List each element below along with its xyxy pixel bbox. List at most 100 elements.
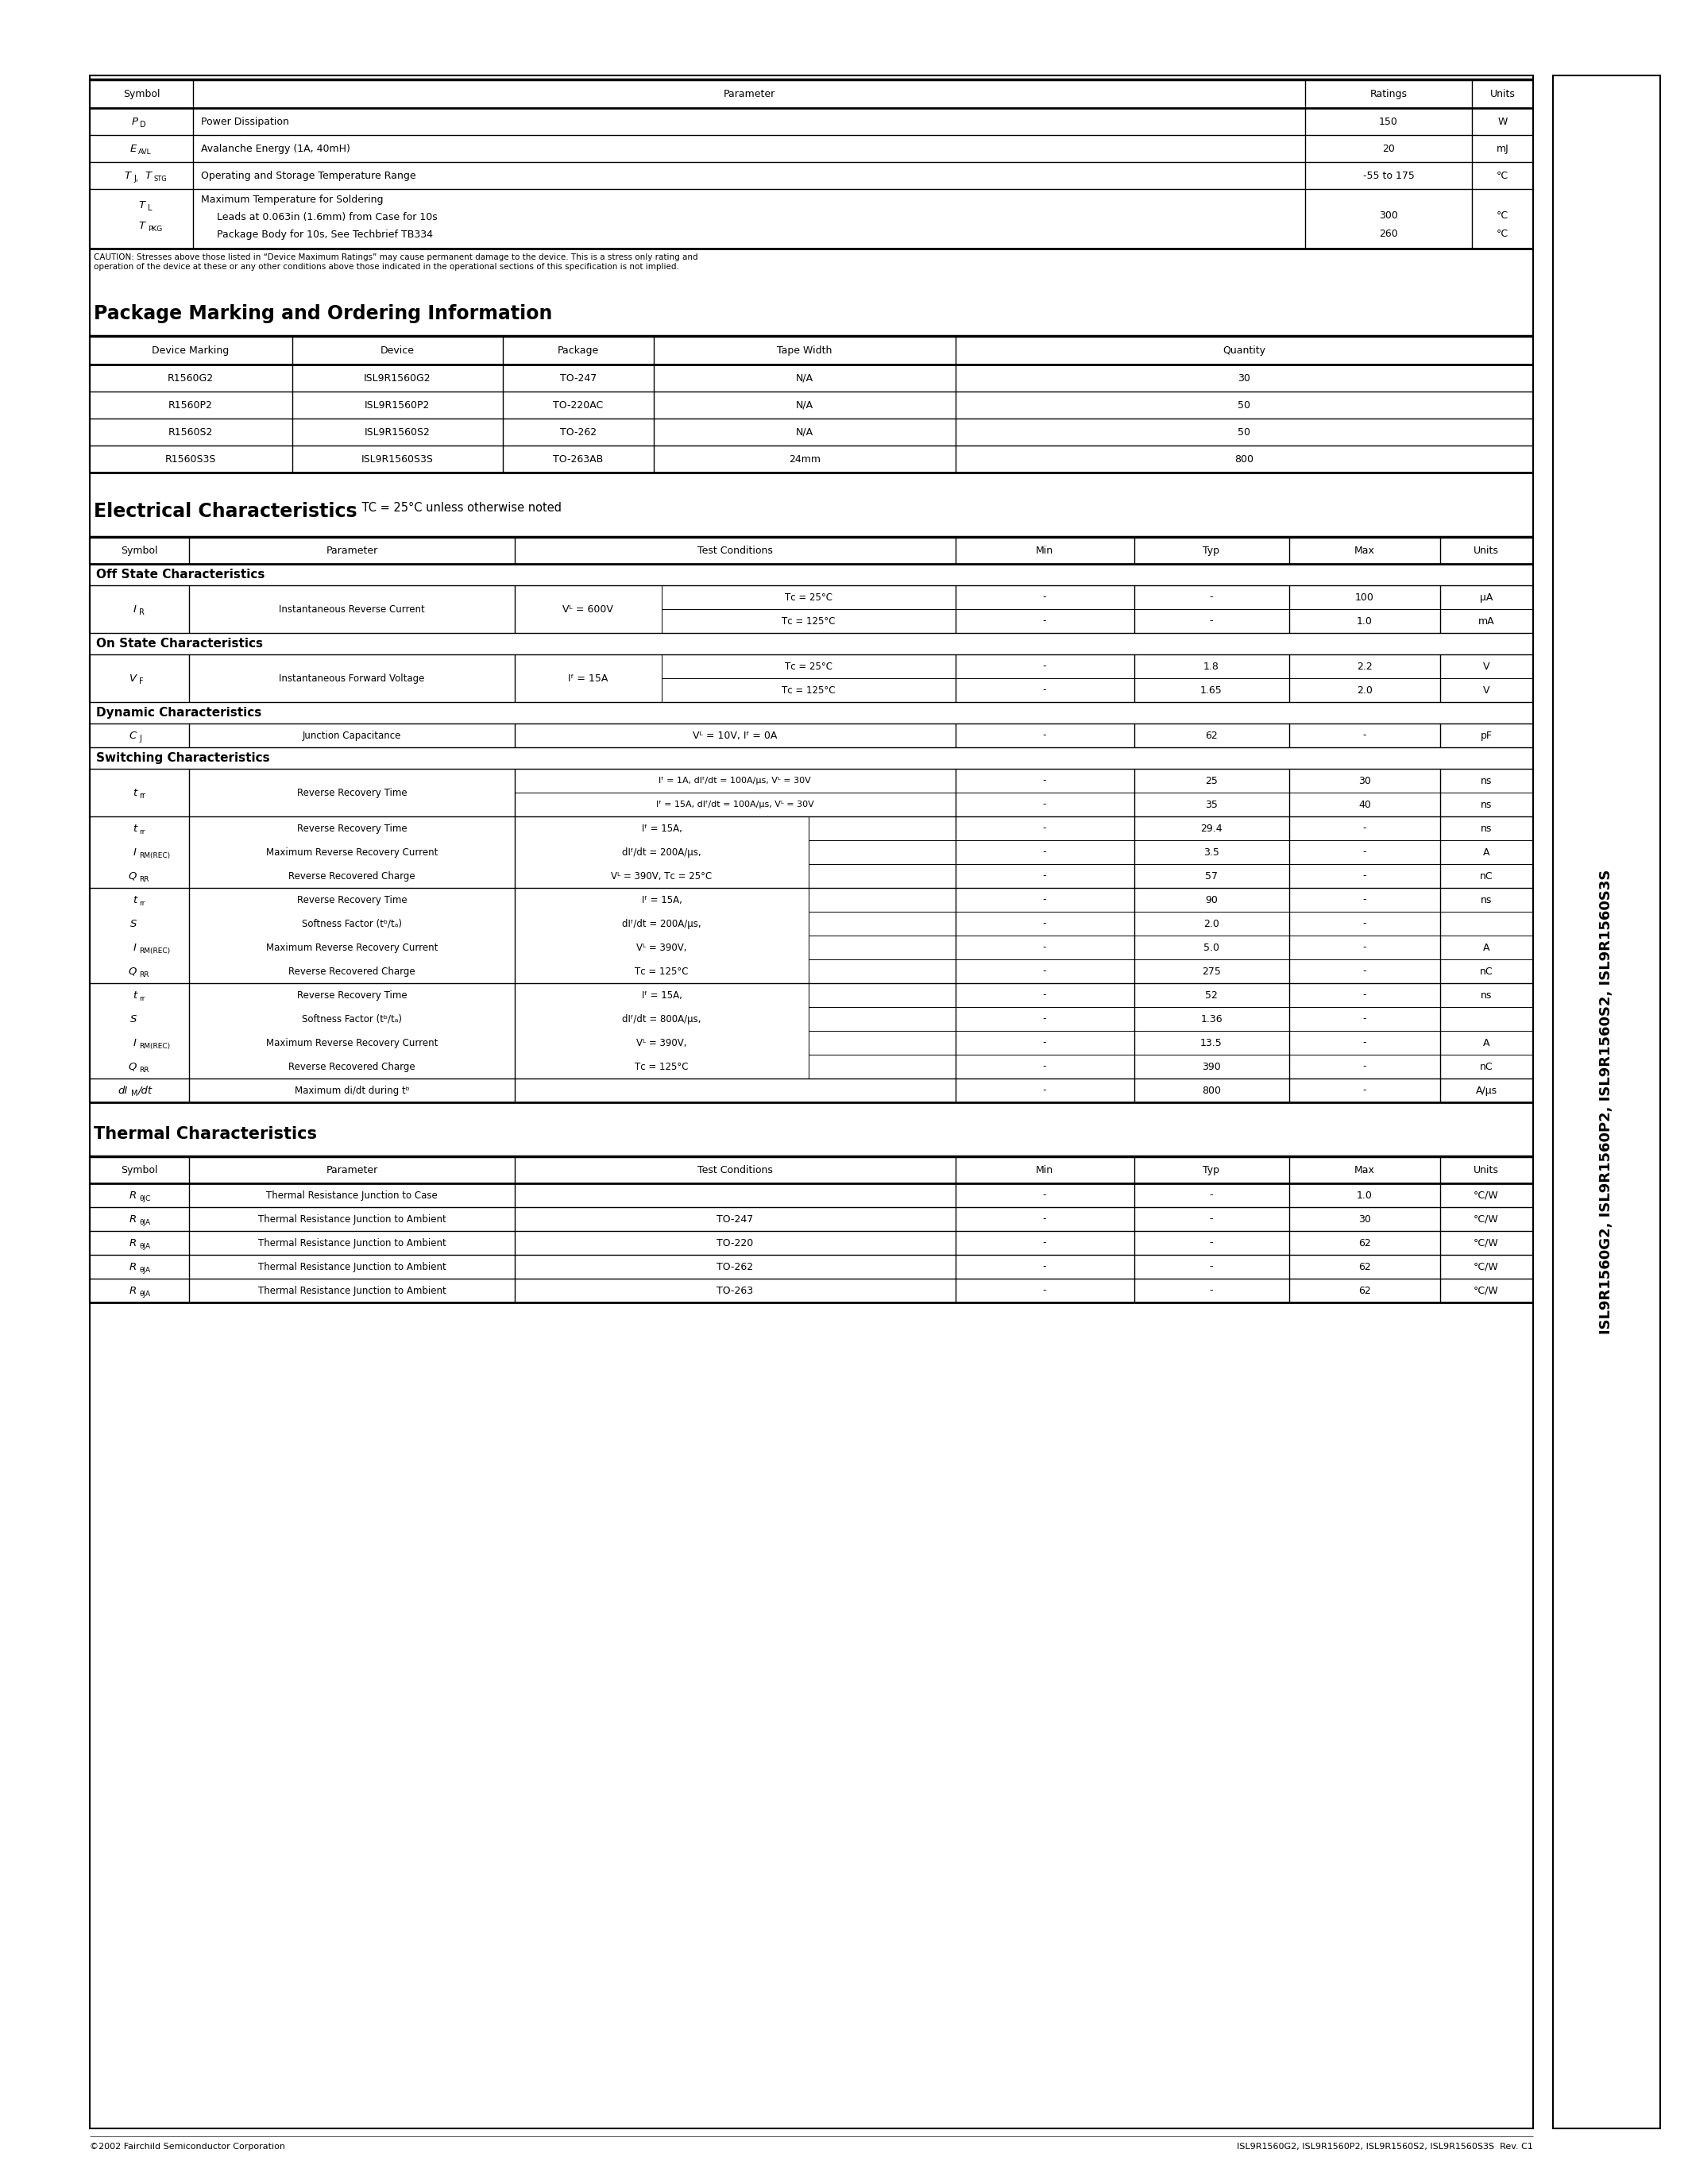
Text: 1.0: 1.0 <box>1357 616 1372 627</box>
Text: Min: Min <box>1036 546 1053 555</box>
Text: Vᴸ = 390V, Tᴄ = 25°C: Vᴸ = 390V, Tᴄ = 25°C <box>611 871 712 880</box>
Text: 30: 30 <box>1237 373 1251 382</box>
Text: F: F <box>138 677 143 686</box>
Text: TO-262: TO-262 <box>716 1262 753 1271</box>
Text: -: - <box>1362 1037 1367 1048</box>
Text: -: - <box>1362 895 1367 904</box>
Text: Tᴄ = 125°C: Tᴄ = 125°C <box>782 616 836 627</box>
Text: 62: 62 <box>1205 729 1217 740</box>
Text: Softness Factor (tᵇ/tₐ): Softness Factor (tᵇ/tₐ) <box>302 1013 402 1024</box>
Text: Iᶠ = 15A: Iᶠ = 15A <box>567 673 608 684</box>
Text: Reverse Recovery Time: Reverse Recovery Time <box>297 989 407 1000</box>
Text: R: R <box>130 1262 137 1271</box>
Text: -: - <box>1043 895 1047 904</box>
Text: N/A: N/A <box>797 400 814 411</box>
Text: Symbol: Symbol <box>123 90 160 98</box>
Text: P: P <box>132 116 138 127</box>
Text: M: M <box>132 1090 138 1099</box>
Text: Reverse Recovery Time: Reverse Recovery Time <box>297 823 407 834</box>
Text: 40: 40 <box>1359 799 1371 810</box>
Text: Typ: Typ <box>1204 1164 1220 1175</box>
Text: -: - <box>1362 919 1367 928</box>
Text: 275: 275 <box>1202 965 1220 976</box>
Text: Q: Q <box>128 871 137 880</box>
Text: -: - <box>1362 965 1367 976</box>
Text: Parameter: Parameter <box>326 1164 378 1175</box>
Text: Junction Capacitance: Junction Capacitance <box>302 729 402 740</box>
Text: R: R <box>130 1190 137 1201</box>
Text: R: R <box>130 1286 137 1295</box>
Text: -: - <box>1362 847 1367 858</box>
Text: 2.2: 2.2 <box>1357 662 1372 670</box>
Text: 1.36: 1.36 <box>1200 1013 1222 1024</box>
Text: pF: pF <box>1480 729 1492 740</box>
Text: Typ: Typ <box>1204 546 1220 555</box>
Text: 800: 800 <box>1202 1085 1220 1096</box>
Text: -: - <box>1043 1238 1047 1247</box>
Text: ns: ns <box>1480 775 1492 786</box>
Text: N/A: N/A <box>797 426 814 437</box>
Text: RM(REC): RM(REC) <box>138 1042 170 1051</box>
Text: 5.0: 5.0 <box>1204 941 1219 952</box>
Text: Tᴄ = 125°C: Tᴄ = 125°C <box>635 965 689 976</box>
Text: Instantaneous Forward Voltage: Instantaneous Forward Voltage <box>279 673 425 684</box>
Text: Avalanche Energy (1A, 40mH): Avalanche Energy (1A, 40mH) <box>201 144 349 153</box>
Text: 100: 100 <box>1355 592 1374 603</box>
Text: 1.8: 1.8 <box>1204 662 1219 670</box>
Text: ISL9R1560S2: ISL9R1560S2 <box>365 426 430 437</box>
Text: Tᴄ = 125°C: Tᴄ = 125°C <box>635 1061 689 1072</box>
Text: ISL9R1560G2, ISL9R1560P2, ISL9R1560S2, ISL9R1560S3S  Rev. C1: ISL9R1560G2, ISL9R1560P2, ISL9R1560S2, I… <box>1237 2143 1533 2151</box>
Text: D: D <box>140 120 145 129</box>
Text: 29.4: 29.4 <box>1200 823 1222 834</box>
Text: TO-263: TO-263 <box>716 1286 753 1295</box>
Text: Switching Characteristics: Switching Characteristics <box>96 751 270 764</box>
Text: V: V <box>130 673 137 684</box>
Text: rr: rr <box>138 900 145 906</box>
Text: 50: 50 <box>1237 400 1251 411</box>
Text: μA: μA <box>1480 592 1492 603</box>
Text: nC: nC <box>1480 1061 1492 1072</box>
Text: -: - <box>1210 1286 1214 1295</box>
Text: Vᴸ = 390V,: Vᴸ = 390V, <box>636 1037 687 1048</box>
Text: RM(REC): RM(REC) <box>138 948 170 954</box>
Text: -: - <box>1043 919 1047 928</box>
Text: A/μs: A/μs <box>1475 1085 1497 1096</box>
Text: -: - <box>1043 1013 1047 1024</box>
Text: CAUTION: Stresses above those listed in “Device Maximum Ratings” may cause perma: CAUTION: Stresses above those listed in … <box>95 253 697 271</box>
Text: Q: Q <box>128 1061 137 1072</box>
Text: T: T <box>123 170 130 181</box>
Text: -: - <box>1362 989 1367 1000</box>
Text: PKG: PKG <box>149 225 162 234</box>
Text: 800: 800 <box>1234 454 1254 465</box>
Text: ISL9R1560S3S: ISL9R1560S3S <box>361 454 434 465</box>
Text: TO-220: TO-220 <box>716 1238 753 1247</box>
Text: Min: Min <box>1036 1164 1053 1175</box>
Text: °C: °C <box>1497 170 1509 181</box>
Text: °C/W: °C/W <box>1474 1238 1499 1247</box>
Text: Reverse Recovered Charge: Reverse Recovered Charge <box>289 965 415 976</box>
Text: mA: mA <box>1479 616 1494 627</box>
Text: Reverse Recovered Charge: Reverse Recovered Charge <box>289 871 415 880</box>
Text: RR: RR <box>138 876 149 882</box>
Text: TO-247: TO-247 <box>560 373 596 382</box>
Text: 150: 150 <box>1379 116 1398 127</box>
Text: ISL9R1560P2: ISL9R1560P2 <box>365 400 430 411</box>
Text: -: - <box>1043 1262 1047 1271</box>
Text: I: I <box>133 941 137 952</box>
Text: °C: °C <box>1497 229 1509 238</box>
Text: STG: STG <box>154 175 167 181</box>
Text: -: - <box>1362 729 1367 740</box>
Text: 13.5: 13.5 <box>1200 1037 1222 1048</box>
Text: T: T <box>145 170 150 181</box>
Text: R1560S2: R1560S2 <box>169 426 213 437</box>
Text: Tᴄ = 125°C: Tᴄ = 125°C <box>782 686 836 695</box>
Text: C: C <box>130 729 137 740</box>
Text: nC: nC <box>1480 871 1492 880</box>
Text: ©2002 Fairchild Semiconductor Corporation: ©2002 Fairchild Semiconductor Corporatio… <box>89 2143 285 2151</box>
Text: θJC: θJC <box>138 1195 150 1201</box>
Text: -: - <box>1043 871 1047 880</box>
Text: Maximum Reverse Recovery Current: Maximum Reverse Recovery Current <box>267 941 437 952</box>
Text: dI: dI <box>118 1085 128 1096</box>
Text: R: R <box>138 609 145 616</box>
Text: Reverse Recovery Time: Reverse Recovery Time <box>297 788 407 797</box>
